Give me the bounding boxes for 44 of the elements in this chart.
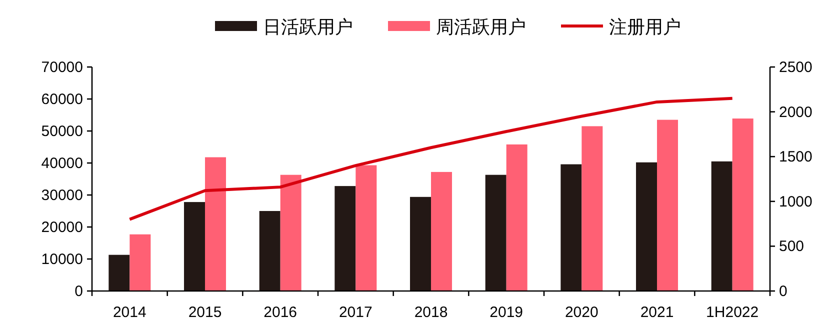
bar <box>582 126 603 291</box>
y-tick-label: 60000 <box>41 91 83 108</box>
bar <box>431 172 452 291</box>
bar <box>184 202 205 291</box>
y2-tick-label: 2500 <box>779 59 812 76</box>
x-tick-label: 2015 <box>188 304 222 321</box>
legend-label: 日活跃用户 <box>263 17 353 37</box>
x-tick-label: 2020 <box>564 304 598 321</box>
bar <box>259 211 280 291</box>
bar <box>506 144 528 291</box>
bar <box>356 165 377 291</box>
y-tick-label: 0 <box>74 283 83 300</box>
y2-tick-label: 2000 <box>779 104 812 121</box>
bar <box>334 186 356 291</box>
legend-label: 周活跃用户 <box>436 17 526 37</box>
x-tick-label: 2017 <box>338 304 372 321</box>
bar <box>657 120 678 291</box>
bar <box>711 161 732 291</box>
y-tick-label: 10000 <box>41 251 83 268</box>
bar <box>732 118 754 291</box>
legend-label: 注册用户 <box>609 17 681 37</box>
x-tick-label: 2014 <box>112 304 146 321</box>
y-tick-label: 40000 <box>41 155 83 172</box>
x-tick-label: 2021 <box>640 304 674 321</box>
bar <box>205 157 226 291</box>
y2-tick-label: 1000 <box>779 193 812 210</box>
bar <box>636 162 657 291</box>
y-tick-label: 50000 <box>41 123 83 140</box>
y2-tick-label: 500 <box>779 238 804 256</box>
x-tick-label: 2016 <box>264 304 298 321</box>
bar <box>130 234 151 291</box>
y-tick-label: 20000 <box>41 219 83 236</box>
y-tick-label: 70000 <box>41 59 83 76</box>
y-tick-label: 30000 <box>41 187 83 204</box>
bar <box>108 254 130 291</box>
bar <box>560 164 582 291</box>
x-tick-label: 2019 <box>490 304 524 321</box>
x-tick-label: 1H2022 <box>706 304 759 321</box>
y2-tick-label: 1500 <box>779 148 812 166</box>
y2-tick-label: 0 <box>779 283 788 300</box>
bar <box>280 174 302 291</box>
x-tick-label: 2018 <box>414 304 448 321</box>
bar <box>485 174 506 291</box>
bar <box>410 196 431 291</box>
